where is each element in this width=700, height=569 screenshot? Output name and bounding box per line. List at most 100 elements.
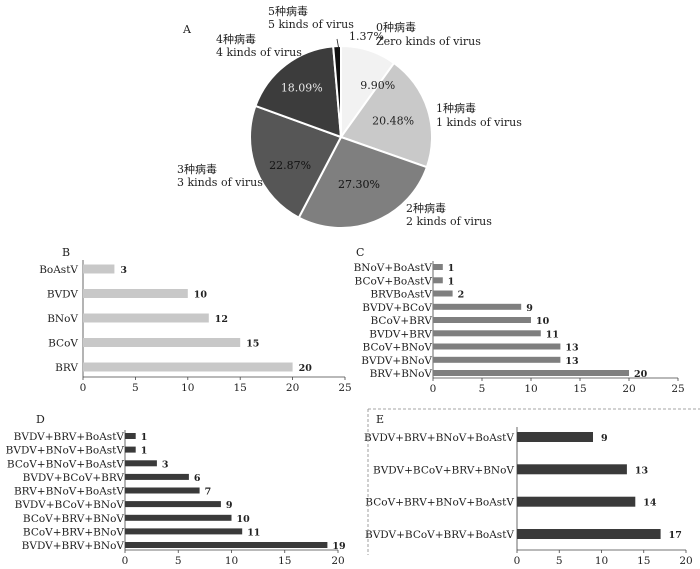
panel-d-value-label: 10 <box>237 514 251 525</box>
panel-d-bar <box>125 542 328 548</box>
panel-b-category-label: BNoV <box>47 313 78 325</box>
panel-b-tick-label: 10 <box>181 382 194 394</box>
panel-c-bar <box>433 264 443 270</box>
panel-d-value-label: 6 <box>194 473 201 484</box>
panel-c-label: C <box>356 246 364 259</box>
panel-e-value-label: 14 <box>643 498 657 509</box>
panel-c-tick-label: 20 <box>622 383 635 395</box>
panel-c-bar <box>433 277 443 284</box>
panel-c-category-label: BCoV+BRV <box>371 315 433 327</box>
panel-c-bar <box>433 343 561 350</box>
panel-d-bar <box>125 514 232 521</box>
panel-d-value-label: 19 <box>332 541 346 552</box>
panel-b-category-label: BRV <box>55 362 78 374</box>
pie-label-three-en: 3 kinds of virus <box>177 176 263 189</box>
pie-label-one: 1种病毒 1 kinds of virus <box>436 101 522 129</box>
panel-a-label: A <box>182 23 192 36</box>
pie-label-five-en: 5 kinds of virus <box>268 18 354 31</box>
pie-label-five-cn: 5种病毒 <box>268 4 308 18</box>
panel-c-category-label: BNoV+BoAstV <box>354 262 433 274</box>
pie-label-two: 2种病毒 2 kinds of virus <box>406 201 492 228</box>
pie-value-label: 1.37% <box>349 30 384 43</box>
panel-d-category-label: BCoV+BNoV+BoAstV <box>7 458 124 470</box>
panel-c-bar <box>433 330 541 337</box>
panel-b-value-label: 10 <box>194 290 208 301</box>
panel-c-value-label: 13 <box>565 343 578 354</box>
pie-label-three-cn: 3种病毒 <box>177 162 217 176</box>
panel-b-value-label: 15 <box>246 339 259 350</box>
pie-leader-line-five <box>336 38 340 51</box>
panel-e-bar <box>517 432 593 442</box>
panel-e-tick-label: 0 <box>514 555 521 567</box>
panel-d-category-label: BRV+BNoV+BoAstV <box>14 486 124 498</box>
pie-label-zero-cn: 0种病毒 <box>376 20 416 34</box>
panel-e-bar <box>517 529 661 539</box>
panel-d-category-label: BCoV+BRV+BNoV <box>23 513 125 525</box>
panel-e-bar <box>517 496 636 507</box>
panel-d-value-label: 1 <box>141 446 148 457</box>
panel-d-bar <box>125 501 221 508</box>
panel-e-tick-label: 10 <box>595 555 608 567</box>
panel-b-value-label: 20 <box>299 363 313 374</box>
pie-label-three: 3种病毒 3 kinds of virus <box>177 162 263 189</box>
panel-d-category-label: BVDV+BCoV+BRV <box>23 472 125 484</box>
panel-d-tick-label: 15 <box>278 555 291 567</box>
panel-c-bar <box>433 303 522 310</box>
panel-e-value-label: 9 <box>601 433 608 444</box>
panel-e-bar-chart: E 0 5 10 15 20 BVDV+BRV+BNoV+BoAstV 9 BVDV+BCoV… <box>364 413 693 567</box>
panel-d-tick-label: 20 <box>331 555 344 567</box>
panel-c-category-label: BCoV+BNoV <box>363 342 433 354</box>
panel-d-label: D <box>36 413 45 426</box>
panel-b-category-label: BoAstV <box>39 264 78 276</box>
pie-slice <box>339 61 434 169</box>
panel-c-category-label: BCoV+BoAstV <box>355 275 433 287</box>
pie-label-zero: 0种病毒 Zero kinds of virus <box>376 20 481 48</box>
panel-d-bar <box>125 473 189 480</box>
pie-label-two-en: 2 kinds of virus <box>406 215 492 228</box>
pie-label-five: 5种病毒 5 kinds of virus <box>268 4 354 31</box>
pie-label-four-en: 4 kinds of virus <box>216 46 302 59</box>
pie-slices <box>249 44 434 229</box>
panel-e-tick-label: 5 <box>556 555 563 567</box>
pie-value-label: 22.87% <box>269 159 311 172</box>
panel-d-value-label: 9 <box>226 500 233 511</box>
panel-b-value-label: 3 <box>120 265 127 276</box>
pie-label-one-en: 1 kinds of virus <box>436 116 522 129</box>
panel-b-bar <box>83 289 188 298</box>
panel-b-bar <box>83 264 115 274</box>
panel-c-value-label: 10 <box>536 316 550 327</box>
panel-a-pie-chart: A 9.90% 20.48% 27.30% 22.87% 18.09% 1.37% 0种病… <box>177 4 522 229</box>
panel-c-bar <box>433 317 531 323</box>
panel-c-value-label: 20 <box>634 369 648 380</box>
panel-c-bar <box>433 290 453 297</box>
panel-c-tick-label: 15 <box>573 383 586 395</box>
panel-c-category-label: BVDV+BNoV <box>361 355 432 367</box>
panel-b-tick-label: 20 <box>286 382 299 394</box>
pie-slice <box>332 44 342 138</box>
panel-c-category-label: BVDV+BRV <box>369 328 432 340</box>
panel-e-bar <box>517 464 627 475</box>
panel-b-bar <box>83 313 209 323</box>
panel-b-value-label: 12 <box>215 314 228 325</box>
pie-slice <box>297 135 429 229</box>
panel-d-category-label: BVDV+BRV+BNoV <box>22 540 125 552</box>
panel-d-tick-label: 0 <box>122 555 129 567</box>
panel-c-value-label: 13 <box>565 356 578 367</box>
pie-label-two-cn: 2种病毒 <box>406 201 446 215</box>
panel-e-tick-label: 20 <box>679 555 692 567</box>
panel-b-bar <box>83 338 241 347</box>
panel-d-tick-label: 10 <box>225 555 238 567</box>
panel-c-bar <box>433 356 561 363</box>
panel-b-tick-label: 5 <box>132 382 139 394</box>
pie-value-labels: 9.90% 20.48% 27.30% 22.87% 18.09% 1.37% <box>269 30 414 191</box>
pie-label-one-cn: 1种病毒 <box>436 101 476 115</box>
pie-value-label: 20.48% <box>372 115 414 128</box>
panel-b-tick-label: 25 <box>338 382 351 394</box>
panel-d-value-label: 7 <box>205 487 212 498</box>
pie-label-four: 4种病毒 4 kinds of virus <box>216 32 302 59</box>
panel-d-bar <box>125 528 243 535</box>
panel-e-category-label: BVDV+BRV+BNoV+BoAstV <box>364 432 514 444</box>
panel-e-value-label: 17 <box>669 530 682 541</box>
panel-e-value-label: 13 <box>635 465 648 476</box>
